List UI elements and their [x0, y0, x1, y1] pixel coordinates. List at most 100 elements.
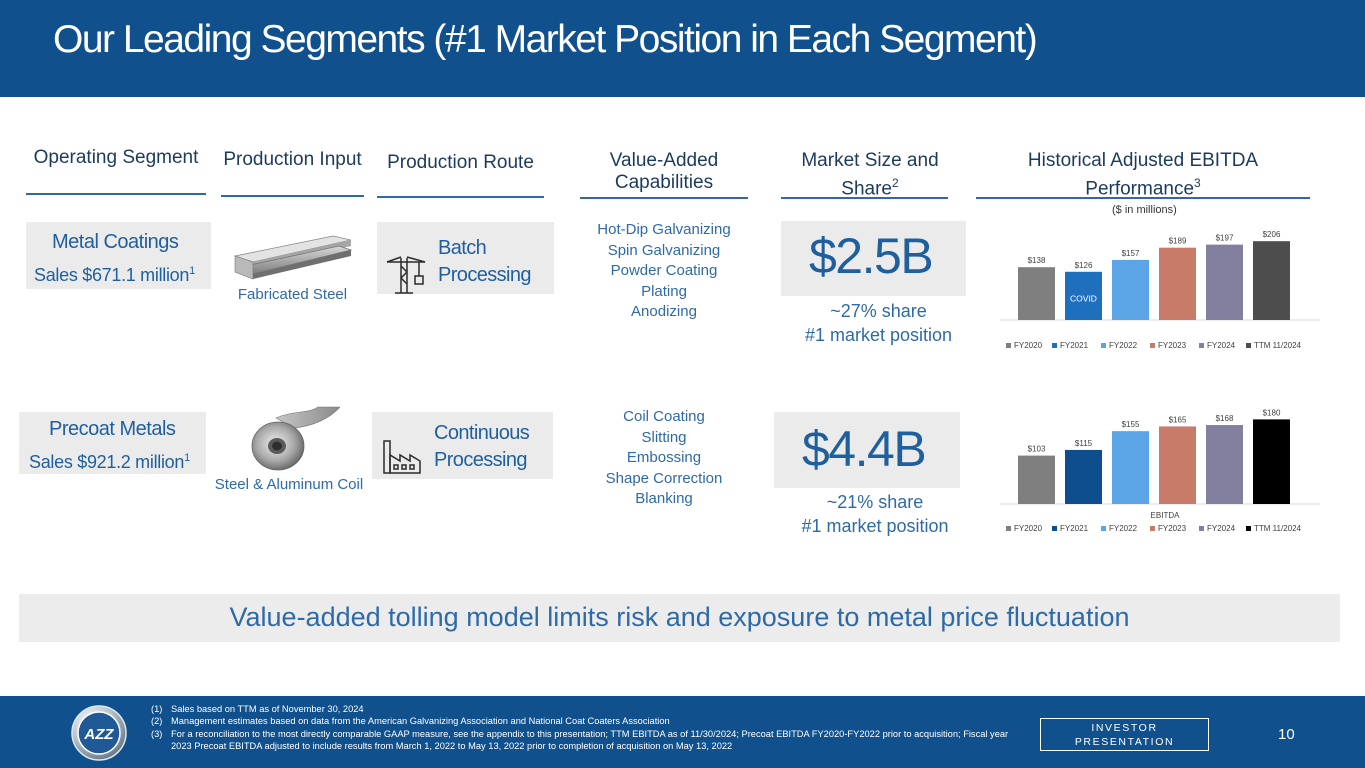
footnote-number: (2) [151, 716, 163, 727]
footer-bar: AZZ (1) Sales based on TTM as of November… [0, 696, 1365, 768]
crane-icon [386, 256, 426, 294]
input-caption: Steel & Aluminum Coil [214, 476, 364, 493]
data-label: $155 [1122, 420, 1140, 429]
legend-swatch [1006, 526, 1011, 531]
legend-swatch [1101, 343, 1106, 348]
capability-item: Hot-Dip Galvanizing [597, 221, 731, 238]
footnote-text: Management estimates based on data from … [171, 716, 670, 727]
column-divider [580, 197, 748, 199]
legend-swatch [1246, 343, 1251, 348]
capabilities-list-precoat-metals: Coil Coating Slitting Embossing Shape Co… [580, 407, 748, 510]
bar-ttm-11-2024 [1253, 419, 1290, 504]
legend-label: FY2024 [1207, 341, 1236, 350]
legend-label: FY2021 [1060, 341, 1089, 350]
footnote-text: Sales based on TTM as of November 30, 20… [171, 704, 364, 714]
market-position: #1 market position [804, 325, 953, 345]
capability-item: Spin Galvanizing [607, 241, 721, 259]
chart-subtitle: ($ in millions) [1112, 204, 1177, 216]
legend-swatch [1199, 526, 1204, 531]
legend-label: FY2023 [1158, 524, 1187, 533]
ebitda-chart-precoat-metals: $103 $115 $155 $165 $168 $180 EBITDA FY2020 FY20… [1000, 408, 1320, 533]
footnotes: (1) Sales based on TTM as of November 30,… [151, 703, 1021, 753]
data-label: $165 [1169, 415, 1187, 424]
segment-sales-text: Sales $671.1 million [34, 265, 190, 285]
market-size-box: $2.5B [781, 221, 966, 296]
column-divider [221, 195, 364, 197]
market-position: #1 market position [801, 516, 949, 536]
capability-item: Anodizing [631, 303, 697, 320]
market-size-box: $4.4B [774, 412, 960, 488]
data-label: $115 [1075, 439, 1093, 448]
market-share-note: ~27% share #1 market position [781, 299, 976, 347]
steel-beam-icon [233, 235, 353, 280]
legend-swatch [1006, 343, 1011, 348]
legend-label: TTM 11/2024 [1254, 524, 1302, 533]
segment-name: Metal Coatings [52, 231, 179, 253]
legend-label: FY2022 [1109, 524, 1138, 533]
legend-swatch [1150, 526, 1155, 531]
bar-fy2023 [1159, 426, 1196, 504]
footnote: (2) Management estimates based on data fr… [151, 715, 1021, 727]
footnote-number: (3) [151, 728, 163, 739]
legend-label: FY2020 [1014, 524, 1043, 533]
column-header-historical: Historical Adjusted EBITDA Performance3 [976, 150, 1310, 200]
bar-ttm-11-2024 [1253, 241, 1290, 320]
footnote-ref: 1 [189, 265, 195, 277]
segment-sales-text: Sales $921.2 million [29, 452, 185, 472]
legend-label: FY2022 [1109, 341, 1138, 350]
steel-coil-icon [251, 406, 340, 471]
market-share: ~21% share [826, 492, 924, 512]
azz-logo-icon: AZZ [71, 705, 127, 761]
footnote: (1) Sales based on TTM as of November 30,… [151, 703, 1021, 715]
market-size-value: $4.4B [802, 421, 927, 477]
capability-item: Powder Coating [610, 262, 718, 279]
market-share: ~27% share [830, 301, 927, 321]
footnote-number: (1) [151, 704, 163, 714]
route-label: Continuous Processing [434, 422, 530, 471]
page-number: 10 [1278, 726, 1295, 743]
historical-label: Historical Adjusted EBITDA Performance [1027, 150, 1259, 200]
market-size-value: $2.5B [809, 228, 934, 284]
footnote-ref: 3 [1194, 176, 1201, 190]
legend-swatch [1150, 343, 1155, 348]
capability-item: Plating [641, 282, 687, 300]
legend-label: TTM 11/2024 [1254, 341, 1302, 350]
legend-label: FY2023 [1158, 341, 1187, 350]
market-share-note: ~21% share #1 market position [774, 490, 976, 538]
bar-fy2021 [1065, 449, 1102, 504]
bar-fy2022 [1112, 259, 1149, 320]
data-label: $206 [1263, 230, 1281, 239]
column-header-production-input: Production Input [223, 149, 362, 170]
legend-label: FY2020 [1014, 341, 1043, 350]
data-label: $138 [1028, 256, 1046, 265]
capability-item: Embossing [626, 449, 702, 466]
footnote: (3) For a reconciliation to the most dire… [151, 728, 1021, 753]
legend-label: FY2021 [1060, 524, 1089, 533]
bar-annotation: COVID [1070, 294, 1097, 304]
column-header-production-route: Production Route [387, 152, 534, 173]
column-header-value-added: Value-Added Capabilities [609, 150, 719, 193]
bar-fy2021 [1065, 271, 1102, 320]
tagline-banner: Value-added tolling model limits risk an… [19, 594, 1340, 642]
data-label: $126 [1075, 261, 1093, 270]
ebitda-chart-metal-coatings: $138 $126 COVID $157 $189 $197 $206 FY2020 FY202… [1000, 230, 1320, 350]
data-label: $197 [1216, 234, 1234, 243]
column-divider [26, 193, 206, 195]
data-label: $168 [1216, 414, 1234, 423]
segment-sales: Sales $671.1 million1 [34, 265, 195, 286]
data-label: $189 [1169, 237, 1187, 246]
segment-sales: Sales $921.2 million1 [29, 452, 190, 473]
capability-item: Shape Correction [605, 469, 723, 487]
data-label: $157 [1122, 249, 1140, 258]
bar-fy2020 [1018, 455, 1055, 504]
footnote-ref: 2 [892, 176, 899, 190]
segment-box-metal-coatings: Metal Coatings Sales $671.1 million1 [26, 222, 211, 289]
legend-swatch [1246, 526, 1251, 531]
route-box-continuous: Continuous Processing [372, 412, 553, 479]
input-caption: Fabricated Steel [237, 286, 348, 303]
route-label: Batch Processing [438, 237, 532, 286]
segment-name: Precoat Metals [49, 418, 176, 440]
bar-fy2023 [1159, 247, 1196, 320]
header-bar: Our Leading Segments (#1 Market Position… [0, 0, 1365, 97]
column-header-operating-segment: Operating Segment [33, 147, 199, 168]
